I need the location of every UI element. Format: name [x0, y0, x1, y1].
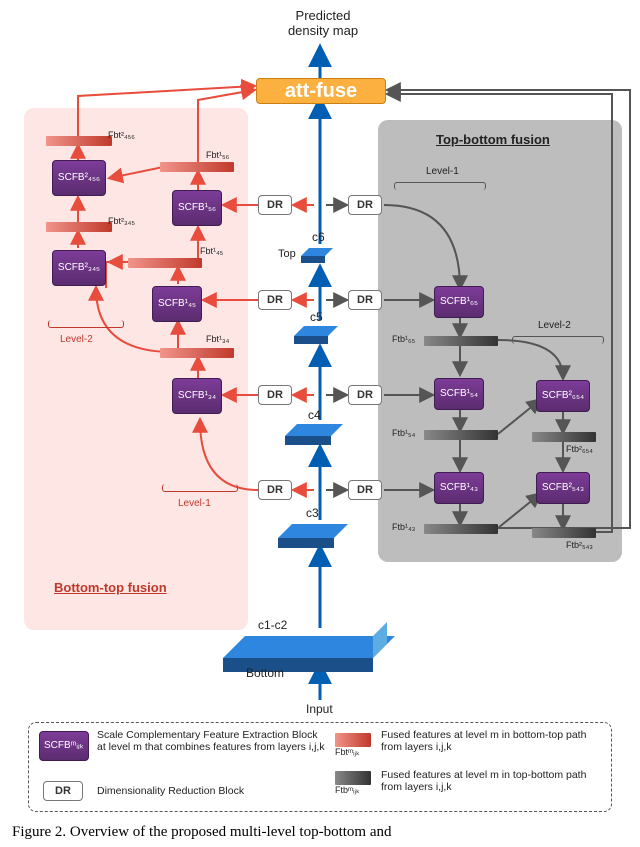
- ftb54-label: Ftb¹₅₄: [392, 428, 415, 438]
- label-input: Input: [306, 702, 333, 716]
- scfb-bt-456: SCFB²₄₅₆: [52, 160, 106, 196]
- backbone-c6: [309, 248, 333, 256]
- scfb-tb-43: SCFB¹₄₃: [434, 472, 484, 504]
- bracket-level2-left: [48, 320, 124, 328]
- legend-box: SCFBᵐᵢⱼₖ Scale Complementary Feature Ext…: [28, 722, 612, 812]
- dr-left-c6: DR: [258, 195, 292, 215]
- ftb654-label: Ftb²₆₅₄: [566, 444, 593, 454]
- dr-right-c3: DR: [348, 480, 382, 500]
- dr-left-c3: DR: [258, 480, 292, 500]
- label-c6: c6: [312, 230, 325, 244]
- fbt456-label: Fbt²₄₅₆: [108, 130, 135, 140]
- level1-right: Level-1: [426, 166, 459, 177]
- legend-dr-text: Dimensionality Reduction Block: [97, 785, 325, 797]
- dr-left-c4: DR: [258, 385, 292, 405]
- fbt345-bar: [46, 222, 112, 232]
- panel-title-right: Top-bottom fusion: [436, 132, 550, 147]
- label-top: Top: [278, 248, 296, 260]
- bracket-level2-right: [512, 336, 604, 344]
- dr-left-c5: DR: [258, 290, 292, 310]
- label-c1c2: c1-c2: [258, 618, 287, 632]
- scfb-bt-34: SCFB¹₃₄: [172, 378, 222, 414]
- scfb-bt-56: SCFB¹₅₆: [172, 190, 222, 226]
- label-c3: c3: [306, 506, 319, 520]
- diagram-stage: Predicteddensity map att-fuse Top-bottom…: [0, 0, 640, 847]
- legend-scfb-text: Scale Complementary Feature Extraction B…: [97, 729, 325, 753]
- level2-left: Level-2: [60, 334, 93, 345]
- fbt56-bar: [160, 162, 234, 172]
- scfb-tb-65: SCFB¹₆₅: [434, 286, 484, 318]
- ftb65-bar: [424, 336, 498, 346]
- bracket-level1-left: [162, 484, 238, 492]
- att-fuse-block: att-fuse: [256, 78, 386, 104]
- legend-ftb-text: Fused features at level m in top-bottom …: [381, 769, 605, 793]
- fbt45-label: Fbt¹₄₅: [200, 246, 223, 256]
- scfb-tb-543: SCFB²₅₄₃: [536, 472, 590, 504]
- figure-caption: Figure 2. Overview of the proposed multi…: [12, 824, 628, 841]
- scfb-bt-45: SCFB¹₄₅: [152, 286, 202, 322]
- ftb543-bar: [532, 528, 596, 538]
- fbt34-label: Fbt¹₃₄: [206, 334, 229, 344]
- ftb54-bar: [424, 430, 498, 440]
- ftb43-bar: [424, 524, 498, 534]
- level2-right: Level-2: [538, 320, 571, 331]
- label-c5: c5: [310, 310, 323, 324]
- ftb43-label: Ftb¹₄₃: [392, 522, 415, 532]
- fbt34-bar: [160, 348, 234, 358]
- fbt45-bar: [128, 258, 202, 268]
- fbt56-label: Fbt¹₅₆: [206, 150, 229, 160]
- backbone-c1c2: [245, 636, 395, 656]
- backbone-c3: [292, 524, 348, 538]
- scfb-bt-345: SCFB²₃₄₅: [52, 250, 106, 286]
- dr-right-c4: DR: [348, 385, 382, 405]
- backbone-c4: [297, 424, 343, 436]
- legend-fbt-icon: [335, 733, 371, 747]
- legend-ftb-name: Ftbᵐᵢⱼₖ: [335, 785, 360, 796]
- ftb654-bar: [532, 432, 596, 442]
- backbone-c5: [304, 326, 338, 336]
- legend-fbt-name: Fbtᵐᵢⱼₖ: [335, 747, 360, 758]
- ftb65-label: Ftb¹₆₅: [392, 334, 415, 344]
- legend-dr-icon: DR: [43, 781, 83, 801]
- fbt456-bar: [46, 136, 112, 146]
- label-c4: c4: [308, 408, 321, 422]
- ftb543-label: Ftb²₅₄₃: [566, 540, 593, 550]
- scfb-tb-654: SCFB²₆₅₄: [536, 380, 590, 412]
- bracket-level1-right: [394, 182, 486, 190]
- dr-right-c6: DR: [348, 195, 382, 215]
- scfb-tb-54: SCFB¹₅₄: [434, 378, 484, 410]
- level1-left: Level-1: [178, 498, 211, 509]
- panel-title-left: Bottom-top fusion: [54, 580, 167, 595]
- legend-fbt-text: Fused features at level m in bottom-top …: [381, 729, 605, 753]
- dr-right-c5: DR: [348, 290, 382, 310]
- fbt345-label: Fbt²₃₄₅: [108, 216, 135, 226]
- legend-ftb-icon: [335, 771, 371, 785]
- legend-scfb-icon: SCFBᵐᵢⱼₖ: [39, 731, 89, 761]
- label-bottom: Bottom: [246, 666, 284, 680]
- predicted-label: Predicteddensity map: [278, 8, 368, 38]
